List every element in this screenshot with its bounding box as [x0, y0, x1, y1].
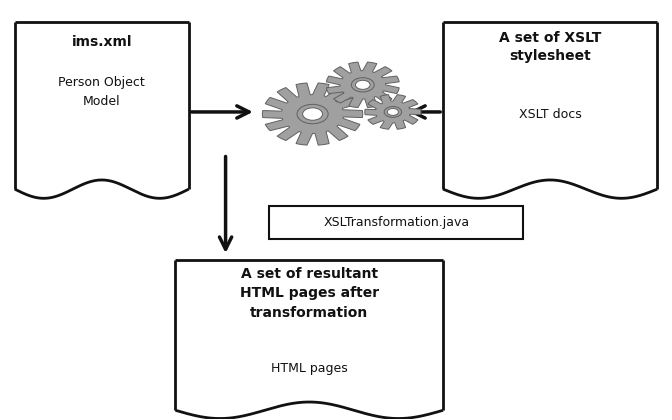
Circle shape: [384, 107, 402, 117]
Circle shape: [302, 108, 323, 120]
Circle shape: [355, 80, 370, 89]
Circle shape: [351, 78, 374, 92]
Circle shape: [297, 104, 328, 124]
Polygon shape: [365, 94, 421, 129]
Text: Person Object
Model: Person Object Model: [58, 76, 145, 108]
Text: XSLTransformation.java: XSLTransformation.java: [323, 216, 469, 229]
FancyBboxPatch shape: [269, 206, 523, 239]
Circle shape: [387, 108, 398, 116]
Text: A set of resultant
HTML pages after
transformation: A set of resultant HTML pages after tran…: [240, 267, 379, 320]
Text: A set of XSLT
stylesheet: A set of XSLT stylesheet: [499, 31, 601, 63]
Text: XSLT docs: XSLT docs: [519, 108, 581, 121]
Text: ims.xml: ims.xml: [71, 35, 132, 49]
Text: HTML pages: HTML pages: [271, 362, 347, 375]
Polygon shape: [327, 62, 399, 108]
Polygon shape: [262, 83, 363, 145]
